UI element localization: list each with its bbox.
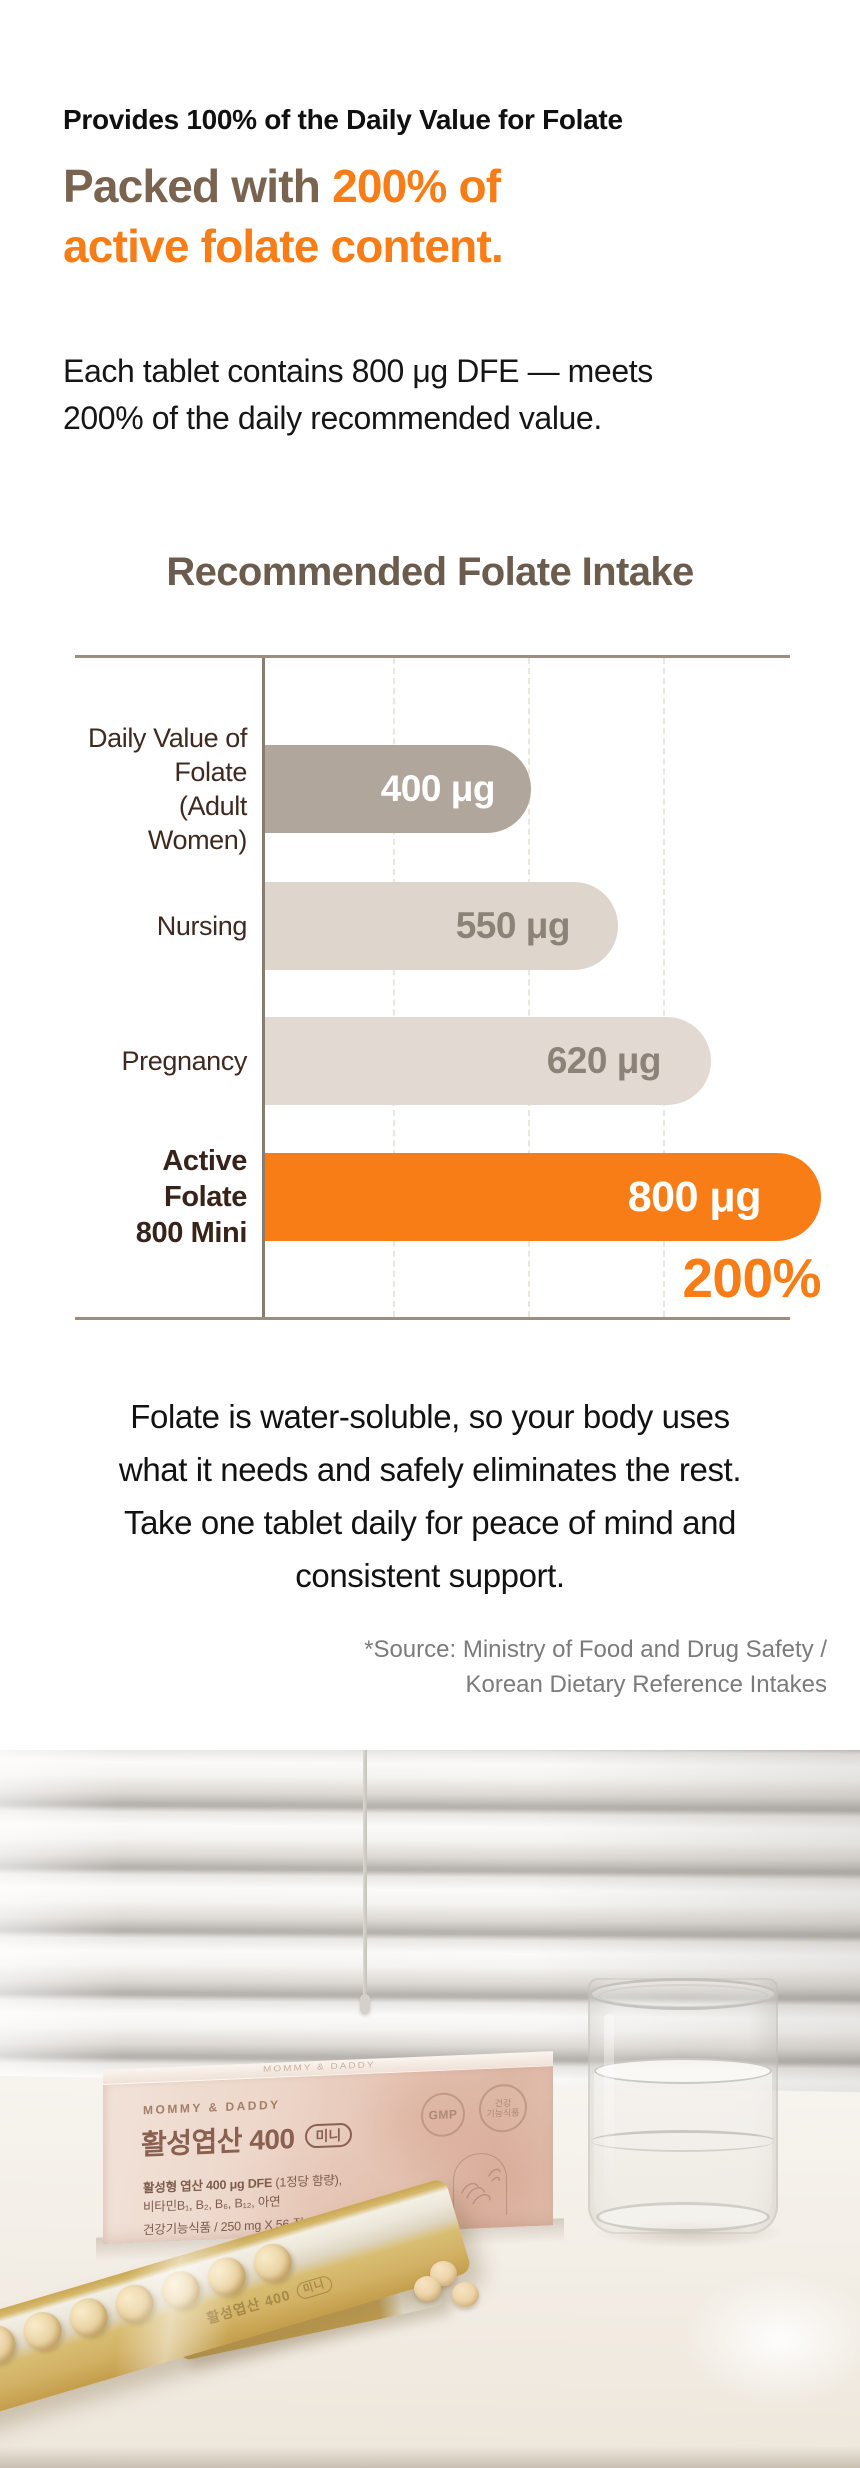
product-photo: MOMMY & DADDY MOMMY & DADDY 활성엽산 400 미니 … <box>0 1750 860 2468</box>
mini-badge: 미니 <box>304 2122 353 2149</box>
folate-intake-bar-chart: Daily Value of Folate (Adult Women) 400 … <box>75 655 822 1320</box>
body-line1: Each tablet contains 800 μg DFE — meets <box>63 353 653 389</box>
product-box-front: MOMMY & DADDY 활성엽산 400 미니 활성형 엽산 400 μg … <box>103 2065 553 2244</box>
bar-label-daily-value: Daily Value of Folate (Adult Women) <box>75 721 247 857</box>
chart-title: Recommended Folate Intake <box>166 550 694 594</box>
hands-illustration-svg <box>461 2168 501 2205</box>
blind-cord-knob <box>360 1994 370 2014</box>
headline-line1: Packed with 200% of <box>63 156 503 216</box>
label-line: Active <box>162 1145 247 1177</box>
bar-label-nursing: Nursing <box>75 909 248 943</box>
water-surface <box>594 2058 772 2084</box>
highlight-percent-annotation: 200% <box>682 1247 821 1309</box>
label-line: Folate <box>164 1181 247 1213</box>
source-line2: Korean Dietary Reference Intakes <box>465 1671 827 1698</box>
outro-line2: what it needs and safely eliminates the … <box>118 1451 742 1488</box>
source-line1: *Source: Ministry of Food and Drug Safet… <box>364 1636 827 1663</box>
bar-label-pregnancy: Pregnancy <box>75 1044 248 1078</box>
label-line: Pregnancy <box>121 1046 248 1076</box>
bar-row-daily-value: Daily Value of Folate (Adult Women) 400 … <box>75 723 790 855</box>
bar-value-label: 550 μg <box>455 905 571 946</box>
box-product-name: 활성엽산 400 <box>141 2122 295 2161</box>
stamp-line2: 기능식품 <box>486 2107 520 2119</box>
spec-line1-rest: (1정당 함량), <box>272 2172 342 2190</box>
bar-label-active-folate: Active Folate 800 Mini <box>75 1143 248 1251</box>
gridline-200 <box>393 658 395 1317</box>
bar-value-label: 800 μg <box>627 1172 762 1221</box>
glass-ridge <box>591 2130 775 2152</box>
water-glass <box>588 1978 778 2234</box>
outro-line3: Take one tablet daily for peace of mind … <box>123 1504 737 1541</box>
glass-highlight <box>604 2014 614 2194</box>
loose-pill <box>414 2276 441 2301</box>
bar-row-pregnancy: Pregnancy 620 μg <box>75 1017 790 1105</box>
label-line: Folate <box>174 757 247 787</box>
gridline-600 <box>663 658 665 1317</box>
blind-cord <box>363 1750 367 1998</box>
bar-nursing: 550 μg <box>265 882 618 970</box>
loose-pill <box>452 2282 479 2307</box>
outro-copy: Folate is water-soluble, so your body us… <box>0 1390 860 1602</box>
bar-value-label: 620 μg <box>546 1040 662 1081</box>
headline-highlight: 200% of <box>332 160 501 212</box>
label-line: Nursing <box>156 911 248 941</box>
gmp-stamp: GMP <box>421 2091 465 2138</box>
body-line2: 200% of the daily recommended value. <box>63 400 602 436</box>
headline: Packed with 200% of active folate conten… <box>63 156 504 276</box>
bar-row-nursing: Nursing 550 μg <box>75 882 790 970</box>
chart-y-axis <box>262 658 265 1317</box>
source-note: *Source: Ministry of Food and Drug Safet… <box>364 1632 827 1702</box>
bar-daily-value: 400 μg <box>265 745 531 833</box>
outro-line1: Folate is water-soluble, so your body us… <box>130 1398 730 1435</box>
health-functional-food-stamp: 건강 기능식품 <box>479 2083 527 2134</box>
glass-inner-rim <box>598 1984 768 2008</box>
photo-bottom-shade <box>0 2446 860 2468</box>
hands-illustration <box>453 2152 507 2218</box>
bar-row-active-folate: Active Folate 800 Mini 800 μg <box>75 1145 821 1249</box>
headline-prefix: Packed with <box>63 160 333 212</box>
bar-pregnancy: 620 μg <box>265 1017 711 1105</box>
glass-base <box>596 2202 770 2232</box>
gridline-400 <box>528 658 530 1317</box>
headline-line2: active folate content. <box>63 220 504 272</box>
label-line: 800 Mini <box>135 1217 248 1249</box>
bar-value-label: 400 μg <box>380 768 496 809</box>
body-copy: Each tablet contains 800 μg DFE — meets … <box>63 348 653 442</box>
spec-line1-strong: 활성형 엽산 400 μg DFE <box>143 2175 273 2196</box>
eyebrow-text: Provides 100% of the Daily Value for Fol… <box>63 104 623 135</box>
bar-active-folate-highlight: 800 μg <box>265 1153 821 1241</box>
window-light-patch <box>650 2250 860 2430</box>
outro-line4: consistent support. <box>295 1557 565 1594</box>
box-brand-text: MOMMY & DADDY <box>143 2097 281 2118</box>
box-title-row: 활성엽산 400 미니 <box>141 2115 353 2164</box>
label-line: Daily Value of <box>88 723 247 753</box>
label-line: (Adult Women) <box>147 791 248 855</box>
